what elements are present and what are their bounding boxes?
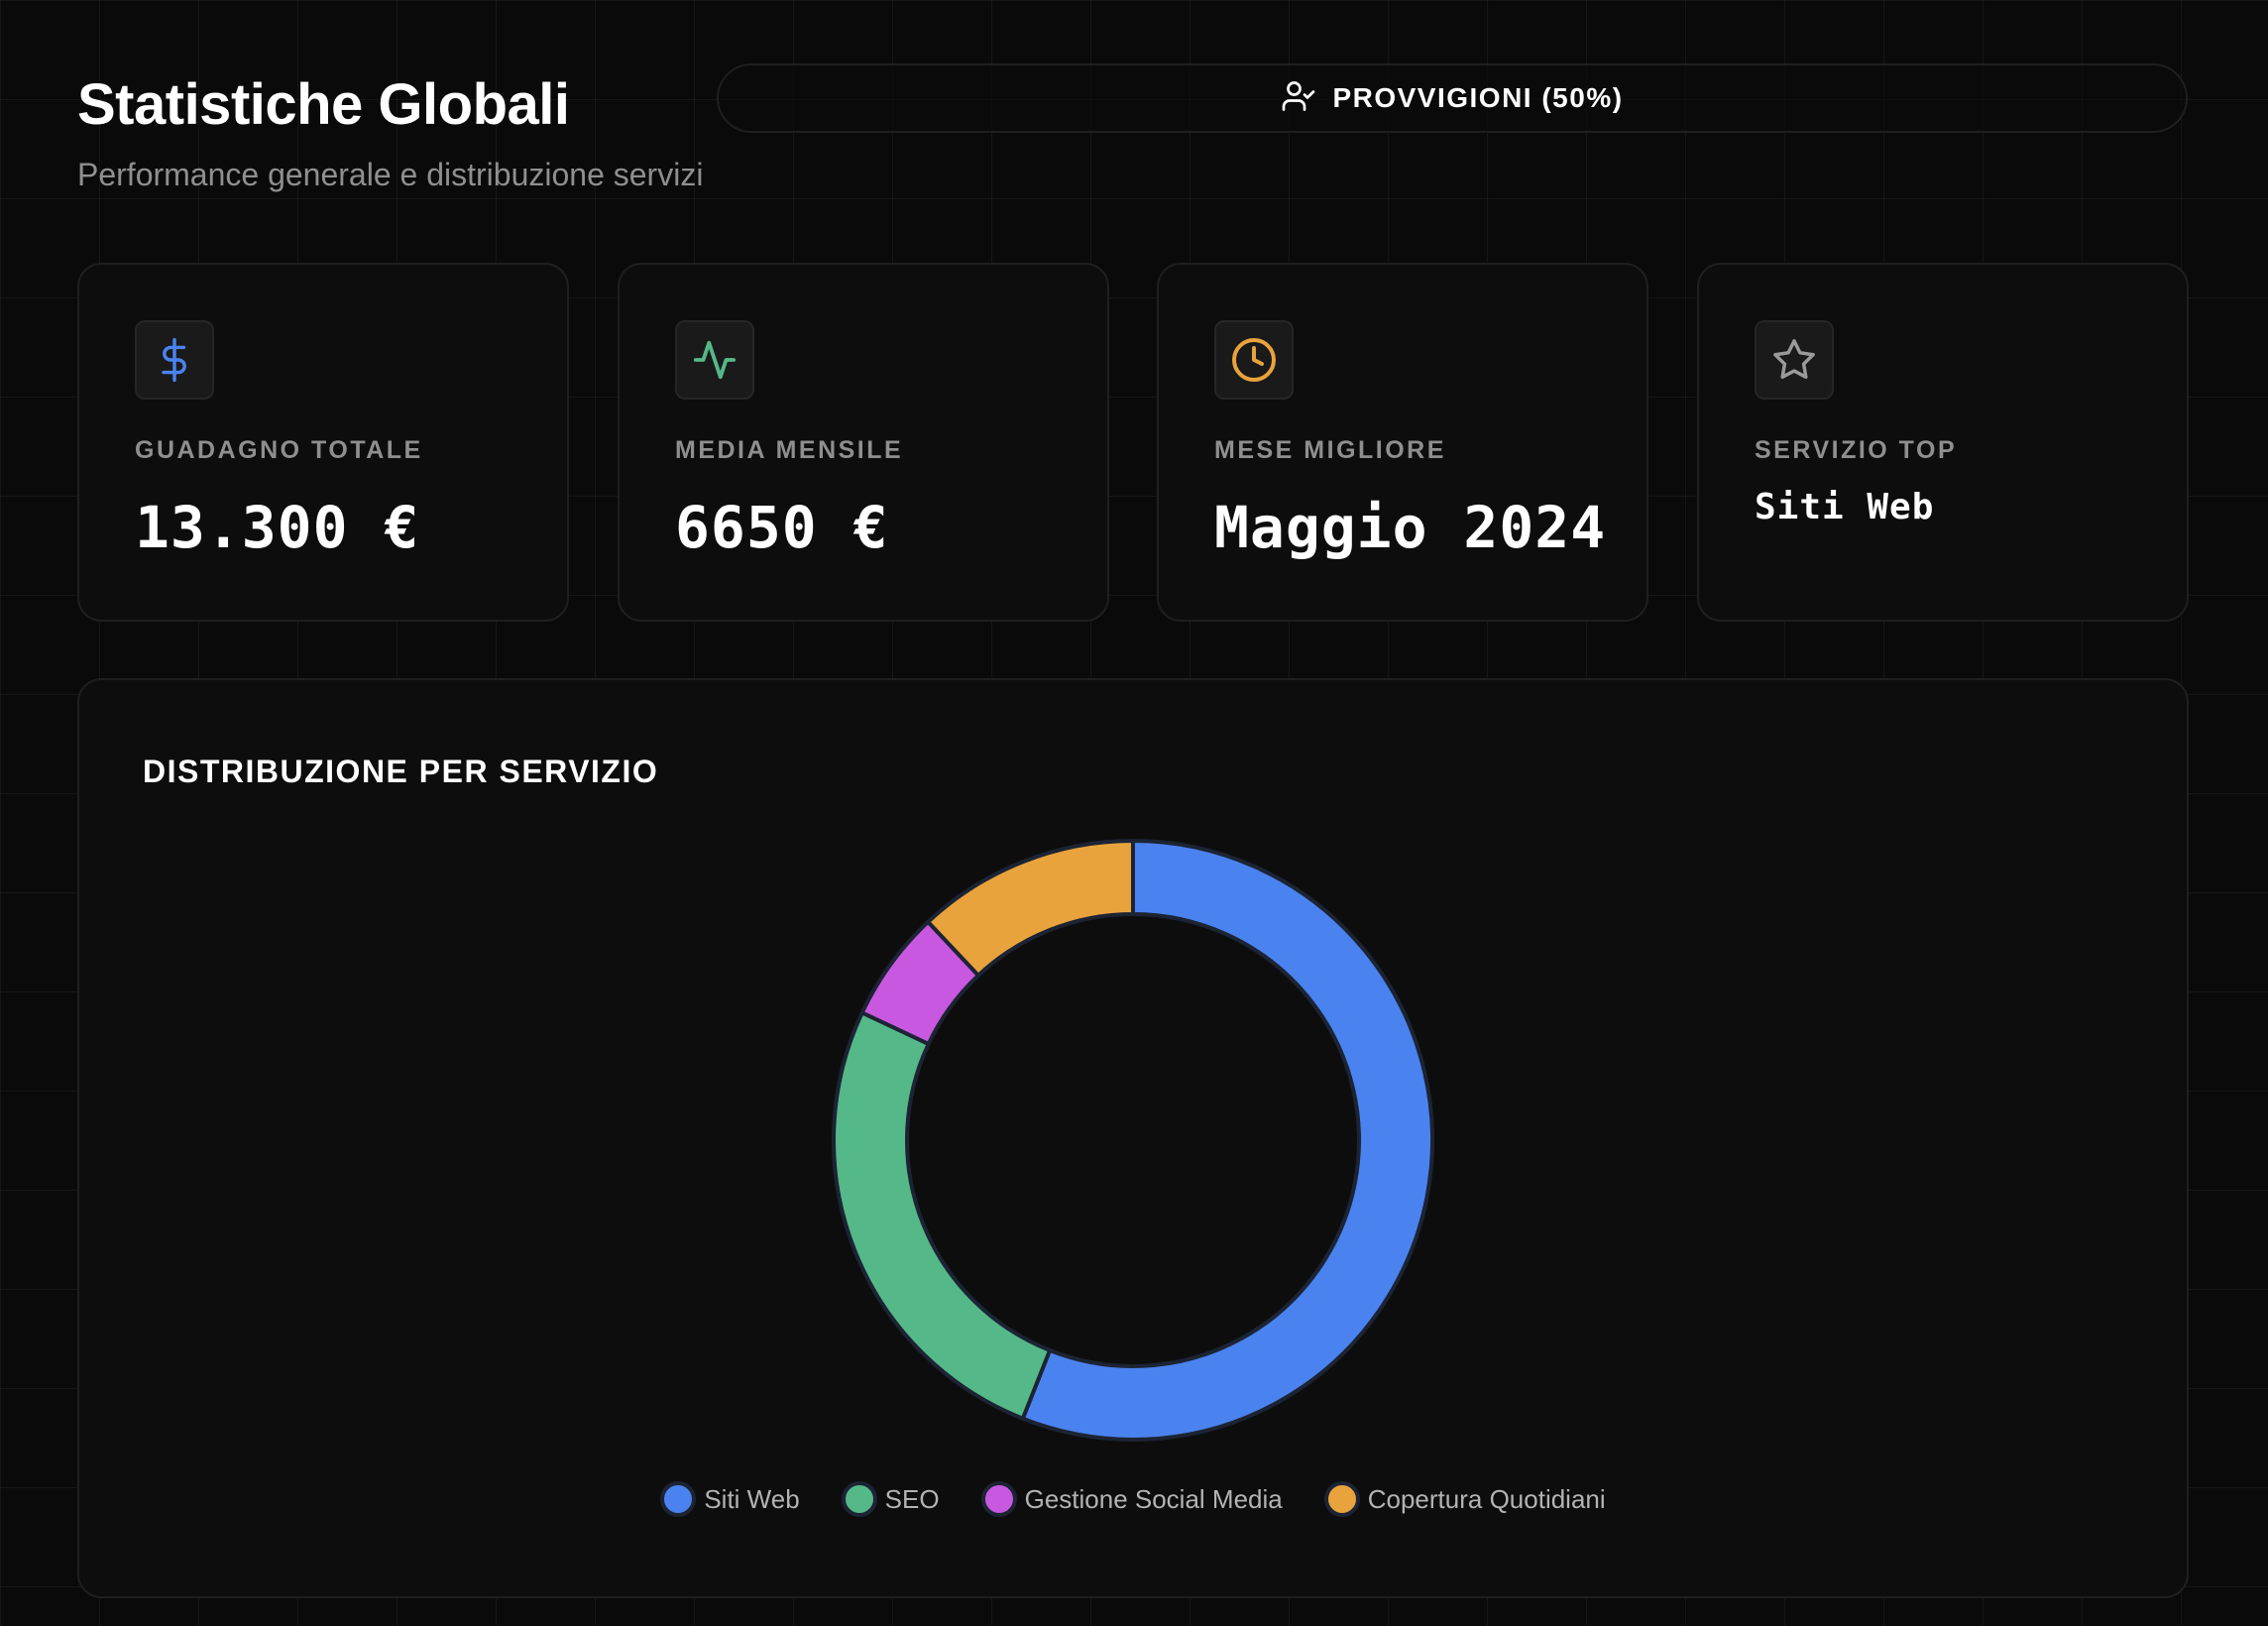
donut-slice-siti-web[interactable] bbox=[1020, 838, 1434, 1442]
page-subtitle: Performance generale e distribuzione ser… bbox=[77, 157, 704, 192]
legend-item[interactable]: Copertura Quotidiani bbox=[1323, 1481, 1606, 1517]
legend-swatch bbox=[660, 1481, 697, 1517]
stat-label: MEDIA MENSILE bbox=[675, 436, 904, 464]
stat-label: GUADAGNO TOTALE bbox=[135, 436, 423, 464]
chart-title: DISTRIBUZIONE PER SERVIZIO bbox=[143, 754, 659, 789]
commission-label: PROVVIGIONI (50%) bbox=[1332, 82, 1624, 113]
legend-swatch bbox=[980, 1481, 1017, 1517]
stat-card-monthly-average: MEDIA MENSILE 6650 € bbox=[618, 263, 1109, 622]
legend-swatch bbox=[841, 1481, 877, 1517]
star-icon bbox=[1755, 320, 1834, 400]
stat-label: SERVIZIO TOP bbox=[1755, 436, 1958, 464]
commission-selector[interactable]: PROVVIGIONI (50%) bbox=[717, 63, 2188, 133]
clock-icon bbox=[1214, 320, 1294, 400]
legend-label: SEO bbox=[884, 1483, 940, 1514]
donut-chart bbox=[832, 838, 1434, 1442]
legend-label: Siti Web bbox=[704, 1483, 800, 1514]
legend-label: Gestione Social Media bbox=[1024, 1483, 1283, 1514]
stat-card-top-service: SERVIZIO TOP Siti Web bbox=[1697, 263, 2189, 622]
stat-value: Siti Web bbox=[1755, 487, 1935, 527]
legend-swatch bbox=[1323, 1481, 1360, 1517]
dollar-icon bbox=[135, 320, 214, 400]
stat-label: MESE MIGLIORE bbox=[1214, 436, 1446, 464]
legend-item[interactable]: SEO bbox=[841, 1481, 940, 1517]
donut-slice-seo[interactable] bbox=[832, 1009, 1053, 1422]
activity-icon bbox=[675, 320, 754, 400]
stat-value: Maggio 2024 bbox=[1214, 494, 1607, 561]
stat-value: 13.300 € bbox=[135, 494, 420, 561]
legend-item[interactable]: Gestione Social Media bbox=[980, 1481, 1283, 1517]
stat-card-best-month: MESE MIGLIORE Maggio 2024 bbox=[1157, 263, 1648, 622]
page-title: Statistiche Globali bbox=[77, 72, 570, 137]
donut-slice-copertura-quotidiani[interactable] bbox=[925, 838, 1135, 979]
user-check-icon bbox=[1281, 78, 1316, 119]
stat-value: 6650 € bbox=[675, 494, 889, 561]
legend-item[interactable]: Siti Web bbox=[660, 1481, 800, 1517]
legend-label: Copertura Quotidiani bbox=[1367, 1483, 1606, 1514]
stat-card-total-earnings: GUADAGNO TOTALE 13.300 € bbox=[77, 263, 569, 622]
chart-legend: Siti Web SEO Gestione Social Media Copertur… bbox=[79, 1481, 2187, 1517]
service-distribution-panel: DISTRIBUZIONE PER SERVIZIO Siti Web SEO Ge… bbox=[77, 678, 2189, 1598]
